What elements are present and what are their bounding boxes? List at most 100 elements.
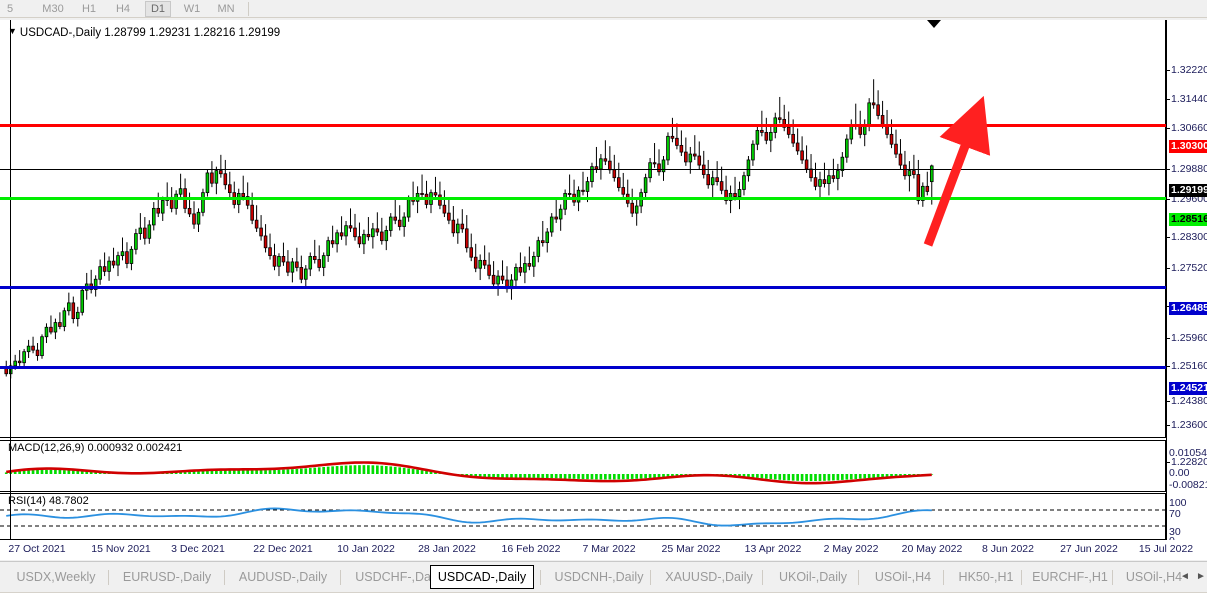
blue-level-1-badge[interactable]: 1.26485: [1169, 302, 1207, 315]
time-label: 20 May 2022: [901, 543, 963, 555]
symbol-ohlc-text: USDCAD-,Daily 1.28799 1.29231 1.28216 1.…: [19, 27, 281, 39]
tab-separator: [340, 570, 341, 585]
chart-tab-xauusd-daily[interactable]: XAUUSD-,Daily: [665, 570, 753, 584]
candlestick-series: [4, 79, 934, 379]
price-label: 1.32220: [1171, 64, 1207, 76]
tab-separator: [1021, 570, 1022, 585]
timeframe-button-w1[interactable]: W1: [183, 3, 201, 15]
chart-tab-eurchf-h1[interactable]: EURCHF-,H1: [1032, 570, 1108, 584]
price-tick: [1167, 128, 1170, 129]
period-separator-marker-icon: [927, 20, 941, 28]
timeframe-button-d1[interactable]: D1: [145, 1, 171, 17]
time-label: 27 Jun 2022: [1060, 543, 1118, 555]
chart-tab-usdchf-daily[interactable]: USDCHF-,Daily: [355, 570, 443, 584]
chart-area[interactable]: MACD(12,26,9) 0.000932 0.002421 RSI(14) …: [0, 20, 1207, 540]
rsi-scale-label: 70: [1169, 508, 1181, 520]
time-label: 16 Feb 2022: [501, 543, 561, 555]
price-label: 1.31440: [1171, 93, 1207, 105]
time-label: 25 Mar 2022: [661, 543, 721, 555]
tab-separator: [650, 570, 651, 585]
timeframe-button-h1[interactable]: H1: [81, 3, 97, 15]
macd-scale-label: 0.00: [1169, 467, 1190, 479]
price-tick: [1167, 99, 1170, 100]
chart-tab-usoil-h4[interactable]: USOil-,H4: [1125, 570, 1183, 584]
time-scale[interactable]: 27 Oct 2021 15 Nov 2021 3 Dec 2021 22 Dec 2…: [0, 540, 1207, 560]
rsi-scale-label: 100: [1169, 497, 1187, 509]
price-label: 1.28300: [1171, 231, 1207, 243]
price-tick: [1167, 338, 1170, 339]
chart-tab-eurusd-daily[interactable]: EURUSD-,Daily: [122, 570, 212, 584]
level-line-blue-1[interactable]: [0, 286, 1166, 289]
timeframe-button-mn[interactable]: MN: [217, 3, 235, 15]
timeframe-button-m30[interactable]: M30: [42, 3, 64, 15]
level-line-blue-2[interactable]: [0, 366, 1166, 369]
blue-level-2-badge[interactable]: 1.24521: [1169, 382, 1207, 395]
rsi-pane[interactable]: RSI(14) 48.7802: [0, 493, 1166, 540]
time-label: 13 Apr 2022: [744, 543, 802, 555]
current-price-line[interactable]: [0, 169, 1166, 170]
price-label: 1.25960: [1171, 332, 1207, 344]
rsi-series: [0, 507, 1166, 527]
price-label: 1.22820: [1171, 456, 1207, 468]
price-tick: [1167, 70, 1170, 71]
chart-tab-usoil-h4[interactable]: USOil-,H4: [874, 570, 932, 584]
time-label: 10 Jan 2022: [337, 543, 395, 555]
price-label: 1.27520: [1171, 262, 1207, 274]
time-label: 15 Nov 2021: [91, 543, 151, 555]
tab-separator: [540, 570, 541, 585]
price-scale[interactable]: 1.32220 1.31440 1.30660 1.29880 1.29600 1.283…: [1166, 20, 1207, 547]
chart-left-border: [10, 20, 11, 540]
chart-tab-usdcad-daily[interactable]: USDCAD-,Daily: [430, 565, 534, 589]
rsi-scale-label: 30: [1169, 526, 1181, 538]
tab-separator: [1112, 570, 1113, 585]
chart-tab-hk50-h1[interactable]: HK50-,H1: [958, 570, 1014, 584]
price-tick: [1167, 268, 1170, 269]
time-label: 28 Jan 2022: [418, 543, 476, 555]
price-label: 1.25160: [1171, 360, 1207, 372]
tab-scroll-right-icon[interactable]: ►: [1196, 571, 1206, 582]
macd-scale-label: -0.008213: [1169, 479, 1207, 491]
price-tick: [1167, 366, 1170, 367]
price-tick: [1167, 306, 1170, 307]
macd-caption: MACD(12,26,9) 0.000932 0.002421: [8, 442, 183, 454]
price-label: 1.24380: [1171, 395, 1207, 407]
support-line-green[interactable]: [0, 197, 1166, 200]
toolbar-separator: [248, 2, 249, 16]
macd-pane[interactable]: MACD(12,26,9) 0.000932 0.002421: [0, 440, 1166, 492]
price-tick: [1167, 462, 1170, 463]
tab-separator: [224, 570, 225, 585]
chart-menu-caret-icon[interactable]: ▼: [8, 26, 17, 36]
price-label: 1.29880: [1171, 163, 1207, 175]
chart-tab-ukoil-daily[interactable]: UKOil-,Daily: [778, 570, 848, 584]
price-pane[interactable]: [0, 20, 1166, 438]
support-price-badge[interactable]: 1.28516: [1169, 213, 1207, 226]
resistance-line-red[interactable]: [0, 124, 1166, 127]
timeframe-button-h4[interactable]: H4: [115, 3, 131, 15]
resistance-price-badge[interactable]: 1.30300: [1169, 140, 1207, 153]
time-label: 2 May 2022: [823, 543, 879, 555]
price-label: 1.23600: [1171, 419, 1207, 431]
timeframe-toolbar: 5 M30 H1 H4 D1 W1 MN: [0, 0, 1207, 18]
price-label: 1.30660: [1171, 122, 1207, 134]
tab-separator: [943, 570, 944, 585]
chart-tab-strip[interactable]: USDX,Weekly EURUSD-,Daily AUDUSD-,Daily USD…: [0, 561, 1207, 593]
timeframe-button-5[interactable]: 5: [6, 3, 14, 15]
tab-separator: [108, 570, 109, 585]
time-label: 15 Jul 2022: [1138, 543, 1194, 555]
rsi-caption: RSI(14) 48.7802: [8, 495, 89, 507]
chart-tab-usdx-weekly[interactable]: USDX,Weekly: [16, 570, 96, 584]
price-tick: [1167, 199, 1170, 200]
macd-scale-label: 0.010543: [1169, 447, 1207, 459]
chart-tab-audusd-daily[interactable]: AUDUSD-,Daily: [238, 570, 328, 584]
macd-series: [4, 461, 934, 485]
chart-tab-usdcnh-daily[interactable]: USDCNH-,Daily: [554, 570, 644, 584]
tab-separator: [858, 570, 859, 585]
time-label: 8 Jun 2022: [982, 543, 1034, 555]
price-tick: [1167, 237, 1170, 238]
tab-scroll-left-icon[interactable]: ◄: [1180, 571, 1190, 582]
current-price-badge[interactable]: 1.29199: [1169, 184, 1207, 197]
tab-separator: [762, 570, 763, 585]
price-label: 1.29600: [1171, 193, 1207, 205]
price-tick: [1167, 425, 1170, 426]
